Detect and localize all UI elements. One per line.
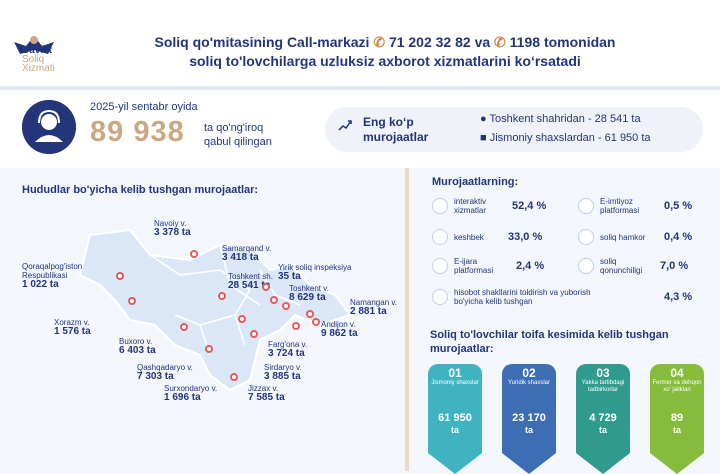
breakdown-value: 0,4 % <box>664 231 693 243</box>
category-head: 01 Jismoniy shaxslar <box>428 364 482 404</box>
breakdown-value: 7,0 % <box>660 260 689 272</box>
breakdown-item: E-ijara platformasi <box>432 257 493 275</box>
breakdown-item: E-imtiyoz platformasi <box>578 197 639 215</box>
location-pin-icon: ● <box>480 113 487 125</box>
top-requests-box <box>325 107 703 152</box>
region-toshkent-v: Toshkent v. 8 629 ta <box>289 284 329 303</box>
map-pin-icon <box>230 373 238 381</box>
rent-icon <box>432 258 448 274</box>
interactive-icon <box>432 198 448 214</box>
map-pin-icon <box>282 302 290 310</box>
divider <box>0 86 720 90</box>
region-surxondaryo: Surxondaryo v. 1 696 ta <box>164 384 218 403</box>
map-title: Hududlar bo'yicha kelib tushgan murojaat… <box>22 184 259 196</box>
map-pin-icon <box>128 297 136 305</box>
map-pin-icon <box>190 250 198 258</box>
handshake-icon <box>578 229 594 245</box>
call-operator-icon <box>22 100 76 154</box>
category-card: 03 Yakka tartibdagi tadbirkorlar 4 729 t… <box>576 364 630 474</box>
map-pin-icon <box>262 283 270 291</box>
breakdown-value: 4,3 % <box>664 291 693 303</box>
phone-icon: ✆ <box>373 34 386 50</box>
region-xorazm: Xorazm v. 1 576 ta <box>54 318 91 337</box>
map-pin-icon <box>218 292 226 300</box>
category-head: 03 Yakka tartibdagi tadbirkorlar <box>576 364 630 404</box>
breakdown-title: Murojaatlarning: <box>432 176 519 188</box>
region-jizzax: Jizzax v. 7 585 ta <box>248 384 285 403</box>
map-pin-icon <box>312 318 320 326</box>
map-pin-icon <box>250 330 258 338</box>
top-item-city: ● Toshkent shahridan - 28 541 ta <box>480 113 641 125</box>
category-body: 23 170 ta <box>502 404 556 474</box>
header <box>0 0 720 86</box>
region-fargona: Farg'ona v. 3 724 ta <box>268 340 308 359</box>
top-requests-label: Eng ko‘p murojaatlar <box>363 115 429 144</box>
category-body: 61 950 ta <box>428 404 482 474</box>
stat-date: 2025-yil sentabr oyida <box>90 101 198 113</box>
category-body: 4 729 ta <box>576 404 630 474</box>
category-head: 04 Fermer va dehqon xo' jaliklari <box>650 364 704 404</box>
region-qashqadaryo: Qashqadaryo v. 7 303 ta <box>137 363 193 382</box>
map-pin-icon <box>238 315 246 323</box>
breakdown-item: keshbek <box>432 229 484 245</box>
map-pin-icon <box>292 322 300 330</box>
region-samarqand: Samarqand v. 3 418 ta <box>222 244 272 263</box>
map-pin-icon <box>116 272 124 280</box>
breakdown-item: hisobot shakllarini toldirish va yuboris… <box>432 288 591 306</box>
region-qoraqalpogiston: Qoraqalpog'iston Respublikasi 1 022 ta <box>22 262 83 290</box>
phone-icon: ✆ <box>494 34 506 50</box>
stat-total: 89 938 <box>90 116 185 148</box>
region-namangan: Namangan v. 2 881 ta <box>350 298 397 317</box>
breakdown-value: 33,0 % <box>508 231 543 243</box>
law-icon <box>578 258 594 274</box>
region-yirik-soliq: Yirik soliq inspeksiya 35 ta <box>278 263 352 282</box>
map-pin-icon <box>205 345 213 353</box>
logo-icon <box>14 36 54 54</box>
breakdown-item: interaktiv xizmatlar <box>432 197 486 215</box>
breakdown-value: 52,4 % <box>512 200 547 212</box>
category-card: 01 Jismoniy shaxslar 61 950 ta <box>428 364 482 474</box>
report-icon <box>432 289 448 305</box>
map-pin-icon <box>306 310 314 318</box>
map-pin-icon <box>180 323 188 331</box>
breakdown-item: soliq hamkor <box>578 229 645 245</box>
page-title: Soliq qo'mitasining Call-markazi ✆ 71 20… <box>154 34 616 69</box>
category-card: 02 Yuridik shaxslar 23 170 ta <box>502 364 556 474</box>
cashback-icon <box>432 229 448 245</box>
section-divider <box>405 168 409 471</box>
logo-text: Davlat Soliq Xizmati <box>22 45 55 74</box>
region-buxoro: Buxoro v. 6 403 ta <box>119 337 156 356</box>
uzbekistan-map <box>78 228 352 392</box>
region-navoiy: Navoiy v. 3 378 ta <box>154 219 191 238</box>
region-sirdaryo: Sirdaryo v. 3 885 ta <box>264 363 302 382</box>
category-body: 89 ta <box>650 404 704 474</box>
stat-unit: ta qo'ng'iroq qabul qilingan <box>204 122 272 148</box>
chart-up-icon <box>338 120 352 131</box>
breakdown-value: 2,4 % <box>516 260 545 272</box>
categories-title: Soliq to'lovchilar toifa kesimida kelib … <box>430 329 669 355</box>
person-icon: ■ <box>480 132 487 144</box>
percent-icon <box>578 198 594 214</box>
region-toshkent-sh: Toshkent sh. 28 541 ta <box>228 272 273 291</box>
region-andijon: Andijon v. 9 862 ta <box>321 320 358 339</box>
category-card: 04 Fermer va dehqon xo' jaliklari 89 ta <box>650 364 704 474</box>
map-pin-icon <box>270 296 278 304</box>
top-item-person: ■ Jismoniy shaxslardan - 61 950 ta <box>480 132 651 144</box>
breakdown-value: 0,5 % <box>664 200 693 212</box>
breakdown-item: soliq qonunchiligi <box>578 257 642 275</box>
category-head: 02 Yuridik shaxslar <box>502 364 556 404</box>
